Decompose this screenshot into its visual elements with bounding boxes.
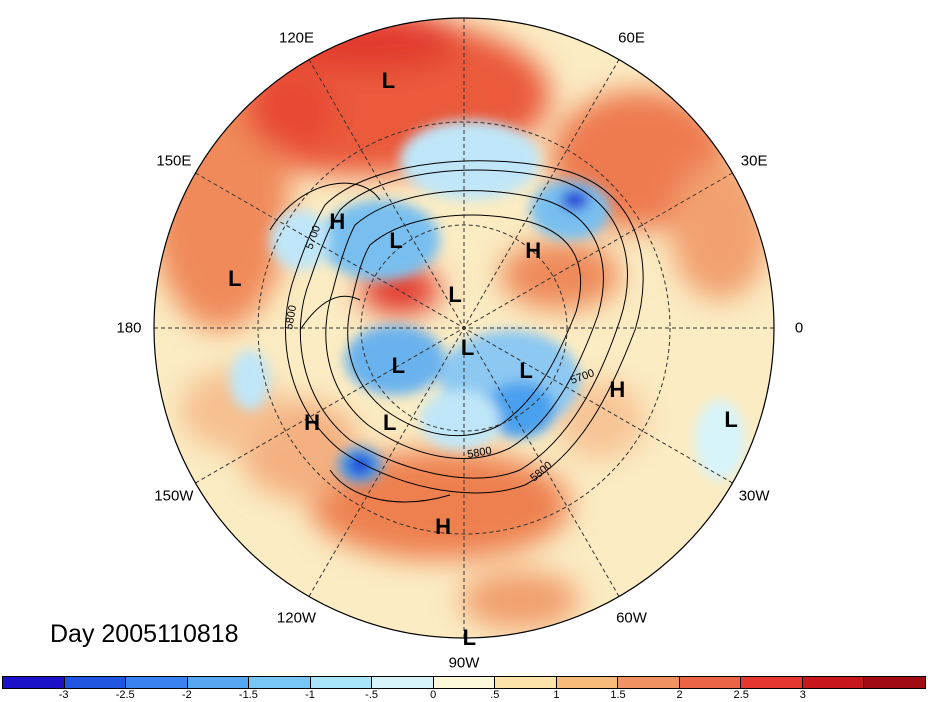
colorbar-tick-label: .5 (490, 689, 500, 701)
high-pressure-marker: H (609, 376, 626, 402)
contour-label: 5800 (283, 304, 299, 330)
low-pressure-marker: L (460, 335, 475, 361)
high-pressure-marker: H (525, 238, 542, 264)
low-pressure-marker: L (383, 409, 397, 435)
colorbar-tick-label: 1 (553, 689, 560, 701)
lon-label-0: 0 (794, 319, 804, 337)
colorbar-bin (310, 677, 373, 688)
colorbar-bin (187, 677, 250, 688)
colorbar-tick-label: -3 (58, 689, 69, 701)
lon-label-150e: 150E (156, 152, 192, 169)
colorbar-tick-label: -1 (305, 689, 315, 701)
contour-label: 5800 (466, 445, 492, 461)
high-pressure-marker: H (435, 513, 452, 539)
low-pressure-marker: L (228, 266, 242, 292)
colorbar-tick-label: 2.5 (733, 689, 749, 701)
lon-label-90e: 90E (451, 0, 478, 2)
colorbar-bin (802, 677, 865, 688)
height-contours (269, 160, 644, 503)
map-boundary (153, 17, 775, 639)
colorbar-bin (64, 677, 127, 688)
colorbar-tick-label: -.5 (365, 689, 379, 701)
colorbar-bin (126, 677, 188, 688)
colorbar-tick-label: 0 (430, 689, 437, 701)
low-pressure-marker: L (448, 281, 462, 307)
colorbar-tick-label: -2.5 (115, 689, 135, 701)
lon-label-90w: 90W (448, 654, 480, 672)
colorbar-bin (741, 677, 803, 688)
lon-label-30e: 30E (740, 152, 768, 169)
colorbar-bin (679, 677, 742, 688)
colorbar-tick-label: 1.5 (610, 689, 626, 701)
lon-label-150w: 150W (154, 487, 194, 504)
colorbar-bin (372, 677, 434, 688)
low-pressure-marker: L (724, 406, 738, 432)
high-pressure-marker: H (304, 409, 321, 435)
lon-label-60e: 60E (618, 29, 645, 47)
day-label: Day 2005110818 (50, 620, 239, 648)
low-pressure-marker: L (391, 352, 406, 378)
colorbar-bin (433, 677, 496, 688)
lon-label-120w: 120W (276, 609, 317, 627)
colorbar-bin (864, 677, 925, 688)
low-pressure-marker: L (519, 358, 533, 384)
colorbar-tick-label: -1.5 (238, 689, 258, 701)
colorbar-tick-label: 2 (676, 689, 683, 701)
colorbar (2, 676, 926, 689)
graticule-lon (154, 18, 774, 638)
colorbar-bin (556, 677, 619, 688)
colorbar-bin (495, 677, 557, 688)
high-pressure-marker: H (329, 208, 346, 234)
colorbar-tick-label: -2 (181, 689, 192, 701)
colorbar-bin (3, 677, 65, 688)
low-pressure-marker: L (389, 228, 403, 254)
colorbar-bin (249, 677, 311, 688)
low-pressure-marker: L (381, 67, 396, 93)
lon-label-30w: 30W (738, 487, 770, 504)
lon-label-120e: 120E (278, 29, 315, 47)
colorbar-tick-label: 3 (799, 689, 806, 701)
lon-label-60w: 60W (616, 609, 647, 627)
colorbar-bin (618, 677, 680, 688)
low-pressure-marker: L (462, 624, 477, 650)
lon-label-180: 180 (116, 319, 142, 337)
